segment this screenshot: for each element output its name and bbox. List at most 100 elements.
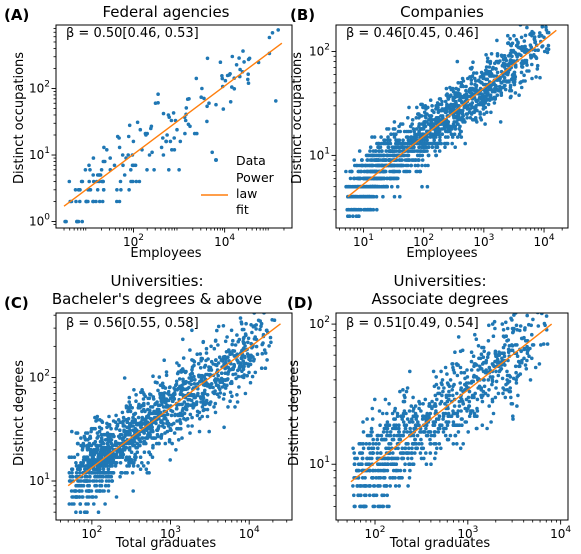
scatter-point bbox=[400, 158, 404, 162]
scatter-point bbox=[248, 355, 253, 360]
scatter-point bbox=[479, 70, 484, 75]
scatter-point bbox=[453, 411, 457, 416]
scatter-point bbox=[443, 402, 447, 406]
scatter-point bbox=[221, 397, 226, 401]
scatter-point bbox=[397, 433, 401, 438]
scatter-point bbox=[272, 318, 277, 323]
scatter-point bbox=[83, 467, 87, 472]
scatter-point bbox=[506, 347, 511, 352]
scatter-point bbox=[174, 379, 179, 384]
scatter-point bbox=[95, 445, 100, 450]
scatter-point bbox=[467, 389, 472, 394]
scatter-point bbox=[190, 328, 194, 333]
scatter-point bbox=[433, 451, 438, 455]
scatter-point bbox=[473, 332, 477, 337]
scatter-point bbox=[386, 423, 391, 428]
scatter-point bbox=[221, 324, 226, 328]
scatter-point bbox=[406, 153, 411, 158]
scatter-point bbox=[437, 141, 441, 146]
scatter-point bbox=[91, 179, 96, 184]
scatter-point bbox=[88, 168, 92, 172]
scatter-point bbox=[222, 425, 226, 430]
scatter-point bbox=[113, 464, 118, 468]
panel-subtitle: Associate degrees bbox=[372, 290, 509, 308]
scatter-point bbox=[101, 464, 105, 468]
scatter-point bbox=[453, 124, 458, 129]
scatter-point bbox=[215, 377, 219, 382]
scatter-point bbox=[440, 382, 444, 387]
scatter-point bbox=[207, 101, 211, 105]
scatter-point bbox=[146, 401, 150, 406]
scatter-point bbox=[198, 366, 203, 370]
scatter-point bbox=[539, 33, 544, 38]
scatter-point bbox=[386, 456, 391, 461]
scatter-point bbox=[96, 510, 101, 514]
panel-title: Companies bbox=[400, 3, 484, 21]
scatter-point bbox=[202, 96, 206, 101]
scatter-point bbox=[530, 343, 535, 347]
scatter-point bbox=[546, 43, 551, 48]
scatter-point bbox=[482, 349, 487, 354]
scatter-point bbox=[411, 420, 415, 424]
scatter-point bbox=[481, 355, 486, 360]
scatter-point bbox=[70, 429, 74, 434]
scatter-point bbox=[134, 428, 138, 433]
scatter-point bbox=[211, 390, 215, 395]
scatter-point bbox=[267, 35, 272, 40]
scatter-point bbox=[146, 434, 150, 439]
scatter-point bbox=[465, 105, 469, 110]
scatter-point bbox=[455, 391, 459, 396]
scatter-point bbox=[511, 80, 516, 84]
scatter-point bbox=[395, 163, 399, 168]
scatter-point bbox=[146, 461, 150, 465]
scatter-point bbox=[357, 194, 362, 199]
scatter-point bbox=[482, 112, 486, 116]
scatter-point bbox=[168, 458, 172, 462]
scatter-point bbox=[390, 163, 395, 168]
scatter-point bbox=[223, 386, 228, 390]
scatter-point bbox=[248, 380, 253, 385]
scatter-point bbox=[423, 397, 428, 402]
scatter-point bbox=[489, 420, 493, 424]
scatter-point bbox=[144, 467, 149, 472]
scatter-point bbox=[392, 194, 397, 199]
legend-fit-label: Power bbox=[236, 170, 275, 185]
scatter-point bbox=[499, 93, 504, 97]
scatter-point bbox=[129, 439, 134, 444]
scatter-point bbox=[88, 434, 92, 439]
scatter-point bbox=[470, 86, 475, 91]
scatter-point bbox=[436, 426, 441, 431]
scatter-point bbox=[242, 364, 246, 369]
scatter-point bbox=[490, 362, 495, 366]
scatter-point bbox=[101, 467, 106, 472]
scatter-point bbox=[519, 85, 524, 90]
scatter-point bbox=[484, 98, 489, 102]
scatter-point bbox=[472, 71, 476, 75]
scatter-point bbox=[441, 430, 446, 434]
scatter-point bbox=[161, 111, 166, 116]
scatter-point bbox=[437, 442, 442, 446]
scatter-point bbox=[441, 389, 445, 394]
scatter-point bbox=[91, 467, 96, 472]
scatter-point bbox=[153, 436, 158, 440]
scatter-point bbox=[103, 159, 107, 164]
scatter-point bbox=[505, 369, 509, 374]
scatter-point bbox=[440, 393, 444, 398]
scatter-point bbox=[213, 401, 218, 406]
scatter-point bbox=[91, 495, 95, 499]
scatter-point bbox=[200, 414, 204, 419]
scatter-point bbox=[431, 135, 436, 139]
scatter-point bbox=[370, 163, 375, 168]
scatter-point bbox=[106, 434, 110, 439]
scatter-point bbox=[545, 50, 550, 55]
scatter-point bbox=[185, 97, 190, 101]
scatter-point bbox=[240, 348, 244, 353]
scatter-point bbox=[356, 468, 361, 473]
scatter-point bbox=[367, 462, 372, 467]
x-tick-label: 102 bbox=[364, 525, 385, 541]
scatter-point bbox=[405, 135, 410, 139]
scatter-point bbox=[168, 385, 172, 389]
scatter-point bbox=[163, 401, 168, 405]
data-points bbox=[351, 313, 550, 509]
scatter-point bbox=[160, 419, 164, 423]
